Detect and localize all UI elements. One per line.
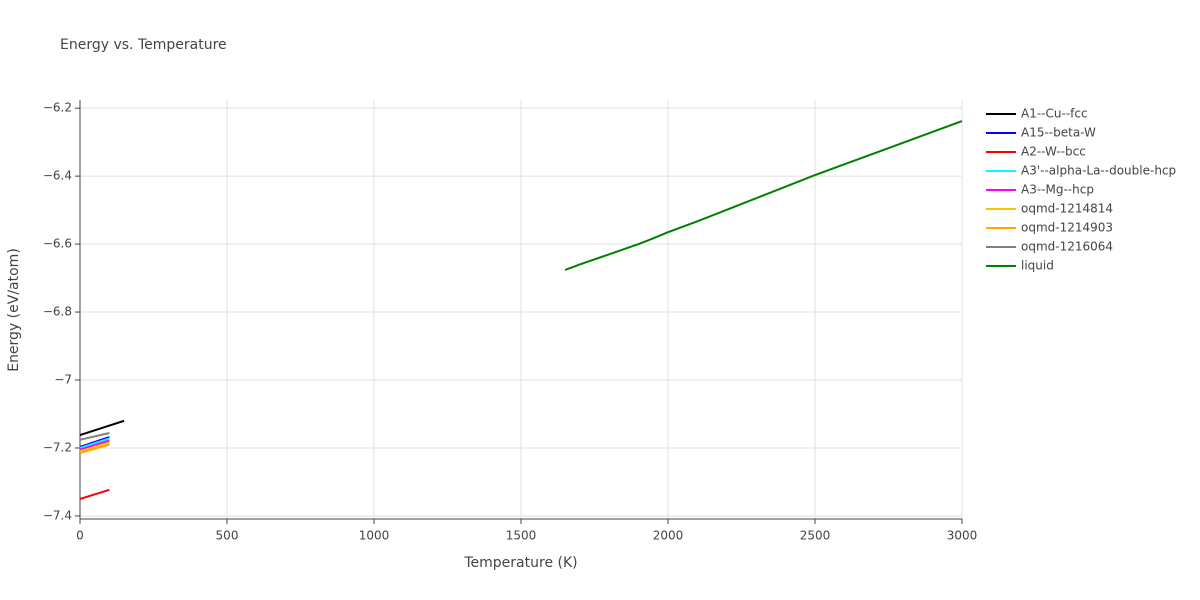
legend-label: oqmd-1216064	[1021, 240, 1113, 254]
series-line	[79, 439, 110, 451]
x-tick-label: 500	[216, 529, 239, 543]
x-tick-label: 1000	[359, 529, 390, 543]
x-tick-label: 1500	[506, 529, 537, 543]
chart-title: Energy vs. Temperature	[60, 37, 227, 53]
x-tick-label: 2000	[653, 529, 684, 543]
y-tick-label: −6.4	[43, 169, 72, 183]
series-line	[79, 488, 110, 500]
y-tick-label: −6.6	[43, 237, 72, 251]
legend-label: A15--beta-W	[1021, 126, 1096, 140]
y-tick-label: −6.8	[43, 305, 72, 319]
legend-label: A3--Mg--hcp	[1021, 183, 1094, 197]
legend-label: A2--W--bcc	[1021, 145, 1086, 159]
legend-label: oqmd-1214814	[1021, 202, 1113, 216]
y-tick-label: −7	[54, 373, 72, 387]
series-line	[79, 441, 110, 453]
y-tick-label: −6.2	[43, 101, 72, 115]
legend-label: A1--Cu--fcc	[1021, 107, 1088, 121]
series-line	[79, 443, 110, 455]
series-line	[79, 432, 110, 441]
series-line	[79, 437, 110, 449]
series-line	[79, 419, 125, 437]
y-axis-title: Energy (eV/atom)	[6, 248, 22, 372]
series-line	[79, 436, 110, 448]
series-line	[564, 120, 963, 271]
y-tick-label: −7.2	[43, 440, 72, 454]
x-tick-label: 0	[76, 529, 84, 543]
legend-label: oqmd-1214903	[1021, 221, 1113, 235]
legend-label: A3'--alpha-La--double-hcp	[1021, 164, 1176, 178]
x-tick-label: 3000	[947, 529, 978, 543]
legend-label: liquid	[1021, 259, 1054, 273]
x-axis-title: Temperature (K)	[463, 555, 577, 571]
y-tick-label: −7.4	[43, 508, 72, 522]
x-tick-label: 2500	[800, 529, 831, 543]
